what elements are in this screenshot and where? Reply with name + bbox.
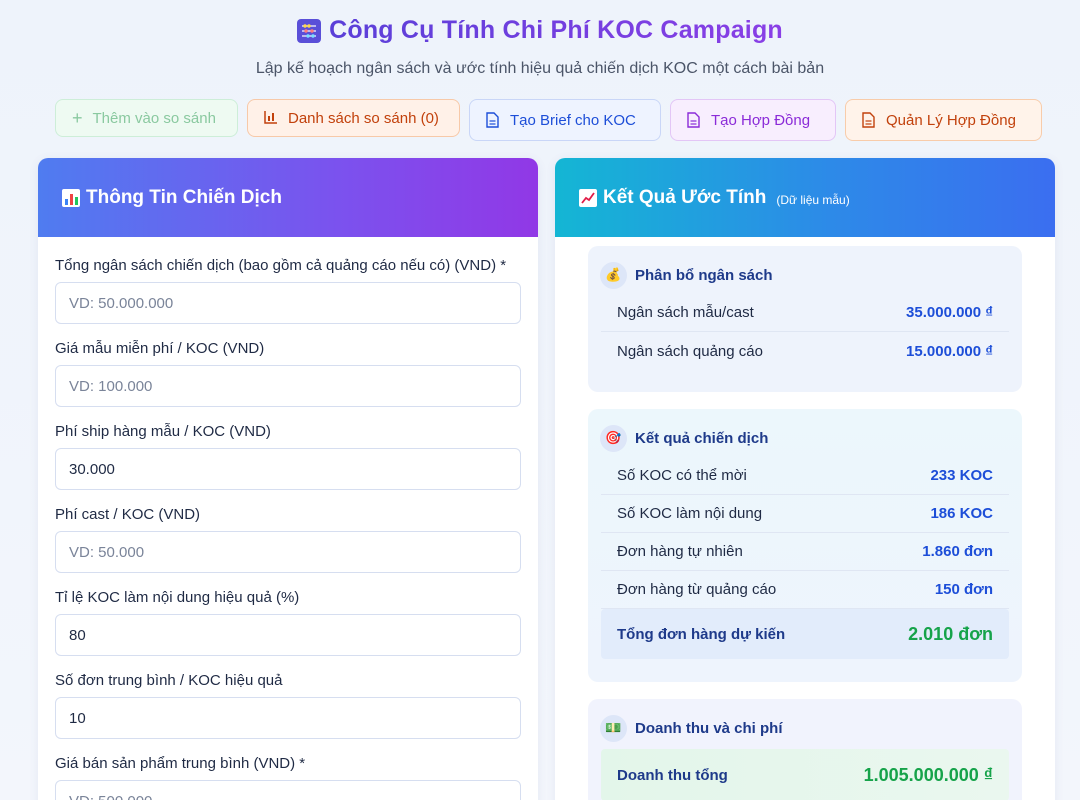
revenue-cost-card: 💵 Doanh thu và chi phí Doanh thu tổng 1.… [588, 699, 1022, 800]
document-icon [486, 112, 500, 128]
page-title: Công Cụ Tính Chi Phí KOC Campaign [0, 16, 1080, 45]
estimate-results-panel: Kết Quả Ước Tính (Dữ liệu mẫu) 💰 Phân bổ… [555, 158, 1055, 800]
form-field-avg-price: Giá bán sản phẩm trung bình (VND) * [55, 755, 521, 800]
avg-orders-input[interactable] [55, 697, 521, 739]
campaign-form: Tổng ngân sách chiến dịch (bao gồm cả qu… [38, 237, 538, 800]
sample-data-tag: (Dữ liệu mẫu) [776, 192, 850, 207]
total-revenue-row: Doanh thu tổng 1.005.000.000 ₫ [601, 749, 1009, 800]
money-bag-icon: 💰 [600, 261, 627, 289]
form-field-sample-price: Giá mẫu miễn phí / KOC (VND) [55, 340, 521, 407]
list-item: Số KOC có thể mời 233 KOC [601, 457, 1009, 495]
revenue-rows: Doanh thu tổng 1.005.000.000 ₫ [588, 749, 1022, 800]
row-label: Số KOC làm nội dung [617, 505, 763, 522]
page-subtitle: Lập kế hoạch ngân sách và ước tính hiệu … [255, 60, 825, 77]
estimate-results-title: Kết Quả Ước Tính [603, 186, 767, 208]
avg-price-input[interactable] [55, 780, 521, 800]
compare-list-button[interactable]: Danh sách so sánh (0) [247, 99, 460, 137]
bar-chart-icon [62, 188, 80, 207]
revenue-cost-title: Doanh thu và chi phí [635, 719, 783, 737]
campaign-result-title: Kết quả chiến dịch [635, 429, 769, 447]
form-field-shipping-fee: Phí ship hàng mẫu / KOC (VND) [55, 423, 521, 490]
row-label: Ngân sách mẫu/cast [617, 304, 754, 321]
campaign-info-panel: Thông Tin Chiến Dịch Tổng ngân sách chiế… [38, 158, 538, 800]
add-to-compare-label: Thêm vào so sánh [92, 109, 216, 127]
form-field-effective-rate: Tỉ lệ KOC làm nội dung hiệu quả (%) [55, 589, 521, 656]
compare-list-label: Danh sách so sánh (0) [288, 109, 439, 127]
budget-allocation-title: Phân bổ ngân sách [635, 266, 773, 284]
page-title-text: Công Cụ Tính Chi Phí KOC Campaign [329, 16, 783, 44]
row-value: 1.005.000.000 ₫ [863, 764, 993, 785]
plus-icon: + [72, 107, 83, 128]
revenue-cost-header: 💵 Doanh thu và chi phí [588, 699, 1022, 743]
money-icon: 💵 [600, 714, 627, 742]
field-label: Số đơn trung bình / KOC hiệu quả [55, 672, 283, 689]
field-label: Phí ship hàng mẫu / KOC (VND) [55, 423, 271, 440]
row-value: 233 KOC [930, 467, 993, 484]
row-label: Doanh thu tổng [617, 766, 728, 784]
list-item: Ngân sách mẫu/cast 35.000.000 ₫ [601, 294, 1009, 332]
create-contract-label: Tạo Hợp Đồng [711, 111, 811, 129]
row-value: 186 KOC [930, 505, 993, 522]
budget-allocation-header: 💰 Phân bổ ngân sách [588, 246, 1022, 290]
manage-contracts-button[interactable]: Quản Lý Hợp Đồng [845, 99, 1042, 141]
field-label: Giá mẫu miễn phí / KOC (VND) [55, 340, 265, 357]
budget-rows: Ngân sách mẫu/cast 35.000.000 ₫ Ngân sác… [588, 294, 1022, 370]
row-label: Số KOC có thể mời [617, 467, 747, 484]
abacus-icon [297, 18, 322, 43]
document-icon [687, 112, 701, 128]
effective-rate-input[interactable] [55, 614, 521, 656]
target-icon: 🎯 [600, 424, 627, 452]
total-orders-row: Tổng đơn hàng dự kiến 2.010 đơn [601, 609, 1009, 659]
shipping-fee-input[interactable] [55, 448, 521, 490]
row-label: Đơn hàng từ quảng cáo [617, 581, 777, 598]
row-value: 35.000.000 ₫ [906, 304, 993, 321]
form-field-avg-orders: Số đơn trung bình / KOC hiệu quả [55, 672, 521, 739]
create-brief-label: Tạo Brief cho KOC [510, 111, 636, 129]
result-rows: Số KOC có thể mời 233 KOC Số KOC làm nội… [588, 457, 1022, 659]
form-field-cast-fee: Phí cast / KOC (VND) [55, 506, 521, 573]
list-item: Ngân sách quảng cáo 15.000.000 ₫ [601, 332, 1009, 370]
manage-contracts-label: Quản Lý Hợp Đồng [886, 111, 1016, 129]
cast-fee-input[interactable] [55, 531, 521, 573]
row-label: Tổng đơn hàng dự kiến [617, 625, 786, 643]
create-brief-button[interactable]: Tạo Brief cho KOC [469, 99, 661, 141]
trend-chart-icon [579, 188, 597, 207]
add-to-compare-button[interactable]: + Thêm vào so sánh [55, 99, 238, 137]
sample-price-input[interactable] [55, 365, 521, 407]
field-label: Giá bán sản phẩm trung bình (VND) * [55, 755, 306, 772]
bar-chart-icon [264, 110, 278, 126]
estimate-results-header: Kết Quả Ước Tính (Dữ liệu mẫu) [555, 158, 1055, 237]
create-contract-button[interactable]: Tạo Hợp Đồng [670, 99, 836, 141]
document-icon [862, 112, 876, 128]
list-item: Số KOC làm nội dung 186 KOC [601, 495, 1009, 533]
field-label: Phí cast / KOC (VND) [55, 506, 201, 523]
row-label: Ngân sách quảng cáo [617, 342, 763, 360]
total-budget-input[interactable] [55, 282, 521, 324]
list-item: Đơn hàng từ quảng cáo 150 đơn [601, 571, 1009, 609]
list-item: Đơn hàng tự nhiên 1.860 đơn [601, 533, 1009, 571]
row-label: Đơn hàng tự nhiên [617, 543, 743, 560]
campaign-info-title: Thông Tin Chiến Dịch [86, 186, 282, 208]
field-label: Tỉ lệ KOC làm nội dung hiệu quả (%) [55, 589, 300, 606]
row-value: 150 đơn [934, 581, 993, 598]
campaign-info-header: Thông Tin Chiến Dịch [38, 158, 538, 237]
budget-allocation-card: 💰 Phân bổ ngân sách Ngân sách mẫu/cast 3… [588, 246, 1022, 392]
campaign-result-header: 🎯 Kết quả chiến dịch [588, 409, 1022, 453]
row-value: 2.010 đơn [908, 623, 993, 644]
campaign-result-card: 🎯 Kết quả chiến dịch Số KOC có thể mời 2… [588, 409, 1022, 682]
row-value: 15.000.000 ₫ [906, 342, 993, 360]
row-value: 1.860 đơn [922, 543, 993, 560]
field-label: Tổng ngân sách chiến dịch (bao gồm cả qu… [55, 257, 507, 274]
form-field-total-budget: Tổng ngân sách chiến dịch (bao gồm cả qu… [55, 257, 521, 324]
toolbar: + Thêm vào so sánh Danh sách so sánh (0)… [55, 99, 1042, 141]
